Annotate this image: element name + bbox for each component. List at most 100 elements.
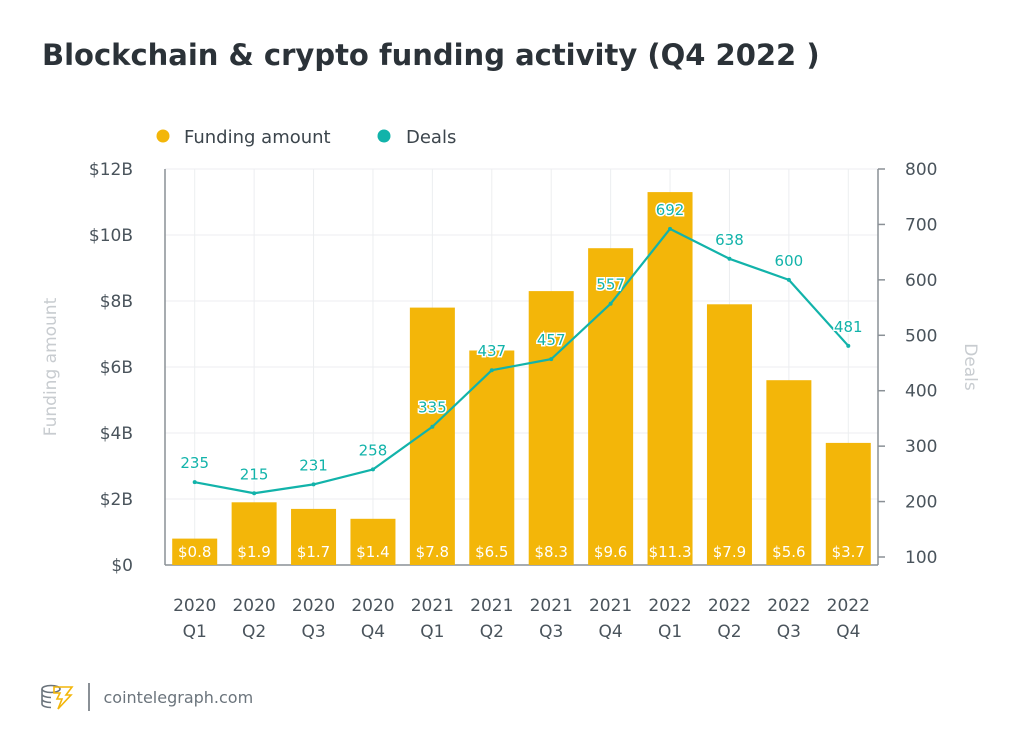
- bar-funding-2021-Q1: [409, 307, 455, 565]
- deals-point: [489, 368, 494, 373]
- x-tick-label-quarter: Q4: [361, 622, 385, 642]
- bar-data-label: $5.6: [772, 543, 805, 561]
- x-tick-label-quarter: Q3: [777, 622, 801, 642]
- bar-data-label: $1.4: [356, 543, 389, 561]
- deals-point: [192, 480, 197, 485]
- x-tick-label-year: 2022: [648, 596, 691, 616]
- x-tick-label-year: 2020: [351, 596, 394, 616]
- y-right-tick-label: 300: [905, 437, 937, 457]
- bar-data-label: $6.5: [475, 543, 508, 561]
- deals-data-label: 600: [775, 252, 804, 270]
- deals-point: [786, 277, 791, 282]
- x-tick-label-quarter: Q2: [480, 622, 504, 642]
- x-tick-label-year: 2021: [589, 596, 632, 616]
- deals-point: [252, 491, 257, 496]
- deals-data-label: 481: [834, 318, 863, 336]
- y-left-axis-title: Funding amount: [41, 297, 61, 436]
- bar-funding-2020-Q1: [172, 538, 218, 565]
- x-tick-label-year: 2021: [530, 596, 573, 616]
- y-left-tick-label: $8B: [100, 292, 133, 312]
- deals-point: [430, 424, 435, 429]
- x-tick-label-quarter: Q2: [717, 622, 741, 642]
- y-left-tick-label: $2B: [100, 490, 133, 510]
- bar-data-label: $8.3: [535, 543, 568, 561]
- x-tick-label-year: 2020: [232, 596, 275, 616]
- deals-line: [194, 227, 850, 495]
- x-tick-label-quarter: Q1: [420, 622, 444, 642]
- bar-funding-2020-Q2: [231, 502, 277, 565]
- x-tick-label-year: 2021: [470, 596, 513, 616]
- x-tick-label-year: 2020: [292, 596, 335, 616]
- y-right-axis-title: Deals: [960, 343, 980, 391]
- deals-point: [549, 357, 554, 362]
- x-tick-label-year: 2022: [708, 596, 751, 616]
- bar-funding-2022-Q3: [766, 380, 812, 565]
- y-right-tick-label: 500: [905, 326, 937, 346]
- footer: cointelegraph.com: [40, 682, 253, 712]
- deals-data-label: 335: [418, 399, 447, 417]
- bar-funding-2020-Q3: [291, 508, 337, 565]
- x-tick-label-year: 2021: [411, 596, 454, 616]
- deals-data-label: 638: [715, 231, 744, 249]
- chart-title: Blockchain & crypto funding activity (Q4…: [42, 38, 820, 72]
- deals-data-label: 692: [656, 201, 685, 219]
- bar-data-label: $1.9: [237, 543, 270, 561]
- y-left-tick-label: $4B: [100, 424, 133, 444]
- y-right-tick-label: 400: [905, 382, 937, 402]
- bar-data-label: $9.6: [594, 543, 627, 561]
- bar-funding-2022-Q1: [647, 192, 693, 565]
- site-name: cointelegraph.com: [103, 687, 254, 707]
- bar-data-label: $7.8: [416, 543, 449, 561]
- y-right-tick-label: 800: [905, 160, 937, 180]
- deals-point: [311, 482, 316, 487]
- deals-point: [846, 343, 851, 348]
- coin-stack-lightning-icon: [41, 684, 74, 710]
- deals-data-label: 437: [477, 342, 506, 360]
- bar-data-label: $0.8: [178, 543, 211, 561]
- deals-point: [370, 467, 375, 472]
- x-tick-label-quarter: Q4: [836, 622, 860, 642]
- y-right-tick-label: 600: [905, 271, 937, 291]
- y-left-tick-label: $6B: [100, 358, 133, 378]
- bar-funding-2022-Q4: [825, 442, 871, 565]
- x-tick-label-quarter: Q3: [301, 622, 325, 642]
- x-tick-label-quarter: Q4: [599, 622, 623, 642]
- bar-funding-2020-Q4: [350, 518, 396, 565]
- x-tick-label-quarter: Q1: [183, 622, 207, 642]
- bar-data-label: $7.9: [713, 543, 746, 561]
- legend-deals-label: Deals: [406, 127, 456, 148]
- bar-data-label: $11.3: [649, 543, 692, 561]
- bar-funding-2021-Q3: [528, 291, 574, 565]
- deals-point: [608, 301, 613, 306]
- y-left-tick-label: $0: [111, 556, 133, 576]
- legend-funding-swatch: [156, 129, 170, 143]
- y-right-tick-label: 700: [905, 215, 937, 235]
- deals-point: [668, 226, 673, 231]
- bar-funding-2021-Q4: [588, 248, 634, 565]
- deals-data-label: 258: [359, 441, 388, 459]
- deals-point: [727, 256, 732, 261]
- x-tick-label-year: 2022: [827, 596, 870, 616]
- y-right-tick-label: 200: [905, 493, 937, 513]
- bar-data-label: $3.7: [832, 543, 865, 561]
- deals-data-label: 557: [596, 276, 625, 294]
- deals-data-label: 231: [299, 456, 328, 474]
- deals-data-label: 235: [180, 454, 209, 472]
- bar-funding-2022-Q2: [706, 304, 752, 565]
- footer-divider: [88, 683, 90, 711]
- bar-data-label: $1.7: [297, 543, 330, 561]
- legend-funding-label: Funding amount: [184, 127, 331, 148]
- x-tick-label-quarter: Q2: [242, 622, 266, 642]
- x-tick-label-quarter: Q3: [539, 622, 563, 642]
- bar-funding-2021-Q2: [469, 350, 515, 565]
- x-tick-label-year: 2022: [767, 596, 810, 616]
- legend-deals-swatch: [377, 129, 391, 143]
- y-left-tick-label: $10B: [89, 226, 133, 246]
- y-right-tick-label: 100: [905, 548, 937, 568]
- y-left-tick-label: $12B: [89, 160, 133, 180]
- x-tick-label-year: 2020: [173, 596, 216, 616]
- x-tick-label-quarter: Q1: [658, 622, 682, 642]
- deals-data-label: 215: [240, 465, 269, 483]
- deals-data-label: 457: [537, 331, 566, 349]
